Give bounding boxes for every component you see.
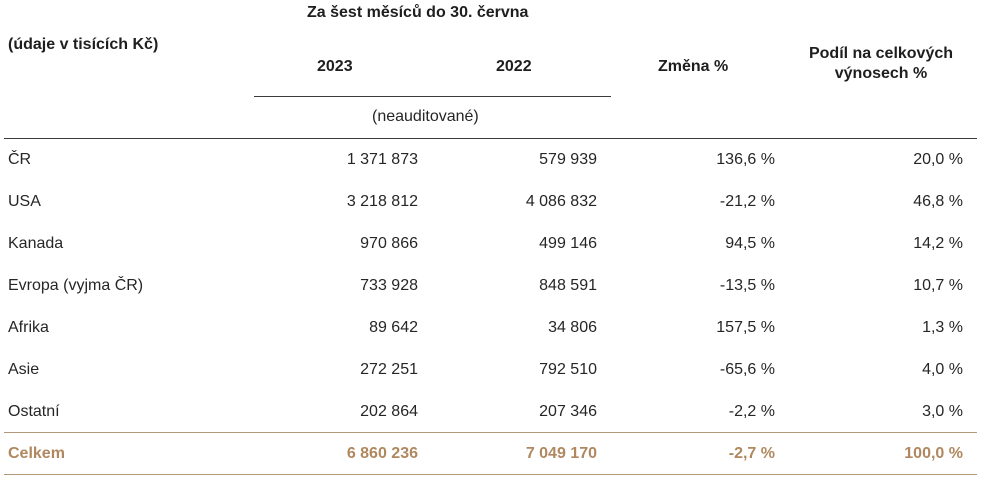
- row-value-2023: 202 864: [360, 403, 418, 420]
- row-change: 136,6 %: [716, 151, 775, 168]
- row-value-2022: 848 591: [539, 277, 597, 294]
- table-row: USA 3 218 812 4 086 832 -21,2 % 46,8 %: [0, 181, 984, 223]
- row-share: 4,0 %: [922, 361, 963, 378]
- column-header-share: Podíl na celkových výnosech %: [790, 45, 972, 83]
- audit-note: (neauditované): [372, 108, 479, 125]
- row-change: 94,5 %: [725, 235, 775, 252]
- column-header-share-line2: výnosech %: [834, 65, 928, 82]
- period-underline: [254, 96, 611, 97]
- row-value-2022: 499 146: [539, 235, 597, 252]
- row-change: -65,6 %: [719, 361, 775, 378]
- column-header-change: Změna %: [658, 58, 729, 75]
- row-value-2023: 1 371 873: [346, 151, 418, 168]
- table-row: Ostatní 202 864 207 346 -2,2 % 3,0 %: [0, 391, 984, 433]
- total-row: Celkem 6 860 236 7 049 170 -2,7 % 100,0 …: [0, 433, 984, 475]
- table-row: ČR 1 371 873 579 939 136,6 % 20,0 %: [0, 139, 984, 181]
- table-row: Kanada 970 866 499 146 94,5 % 14,2 %: [0, 223, 984, 265]
- row-label: Kanada: [8, 235, 64, 252]
- row-value-2023: 3 218 812: [346, 193, 418, 210]
- row-label: Ostatní: [8, 403, 60, 420]
- row-value-2022: 792 510: [539, 361, 597, 378]
- row-value-2022: 579 939: [539, 151, 597, 168]
- period-header: Za šest měsíců do 30. června: [307, 4, 529, 21]
- table-row: Asie 272 251 792 510 -65,6 % 4,0 %: [0, 349, 984, 391]
- row-label: USA: [8, 193, 41, 210]
- row-value-2022: 207 346: [539, 403, 597, 420]
- row-change: -2,2 %: [728, 403, 775, 420]
- row-label: Evropa (vyjma ČR): [8, 277, 144, 294]
- total-rule-top: [4, 432, 977, 433]
- total-label: Celkem: [8, 445, 65, 462]
- row-value-2022: 4 086 832: [525, 193, 597, 210]
- column-header-share-line1: Podíl na celkových: [808, 45, 954, 62]
- total-change: -2,7 %: [728, 445, 775, 462]
- row-share: 14,2 %: [913, 235, 963, 252]
- row-value-2023: 733 928: [360, 277, 418, 294]
- row-value-2022: 34 806: [548, 319, 597, 336]
- row-value-2023: 272 251: [360, 361, 418, 378]
- row-share: 46,8 %: [913, 193, 963, 210]
- total-2022: 7 049 170: [525, 445, 597, 462]
- row-label: ČR: [8, 151, 32, 168]
- row-change: -13,5 %: [719, 277, 775, 294]
- row-change: -21,2 %: [719, 193, 775, 210]
- row-change: 157,5 %: [716, 319, 775, 336]
- table-row: Afrika 89 642 34 806 157,5 % 1,3 %: [0, 307, 984, 349]
- header-rule: [4, 138, 977, 139]
- total-share: 100,0 %: [904, 445, 963, 462]
- row-value-2023: 970 866: [360, 235, 418, 252]
- row-share: 10,7 %: [913, 277, 963, 294]
- table-row: Evropa (vyjma ČR) 733 928 848 591 -13,5 % 10…: [0, 265, 984, 307]
- column-header-2022: 2022: [496, 58, 532, 75]
- column-header-2023: 2023: [317, 58, 353, 75]
- row-share: 20,0 %: [913, 151, 963, 168]
- row-label: Afrika: [8, 319, 49, 336]
- row-share: 1,3 %: [922, 319, 963, 336]
- total-2023: 6 860 236: [346, 445, 418, 462]
- row-label: Asie: [8, 361, 40, 378]
- units-label: (údaje v tisících Kč): [8, 36, 159, 53]
- row-value-2023: 89 642: [369, 319, 418, 336]
- total-rule-bottom: [4, 474, 977, 475]
- row-share: 3,0 %: [922, 403, 963, 420]
